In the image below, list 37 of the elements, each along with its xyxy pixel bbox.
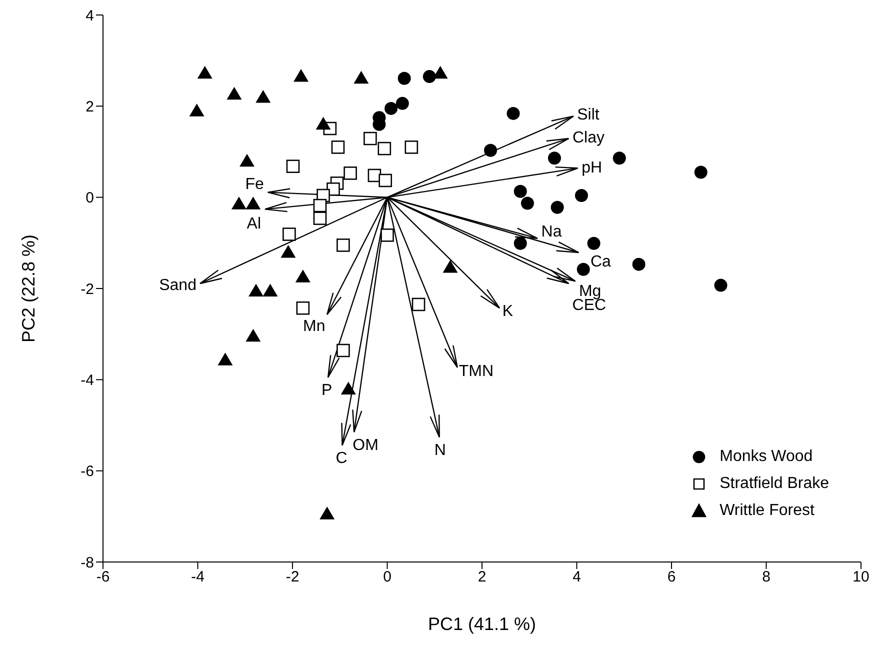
legend-label: Stratfield Brake [720,474,829,494]
x-tick-label: 10 [852,568,870,586]
y-tick-label: -4 [80,372,94,389]
x-axis-title: PC1 (41.1 %) [428,614,536,634]
series-label: Ca [590,254,612,271]
x-tick-label: 4 [572,568,581,586]
y-tick-label: 2 [86,98,94,116]
series-label: CEC [572,297,606,314]
y-tick-label: -6 [80,463,94,480]
series-label: Clay [572,129,605,146]
series-label: P [321,382,332,400]
x-tick-label: 2 [478,568,486,586]
series-label: pH [582,160,602,177]
x-tick-label: -2 [286,568,300,586]
series-label: Mg [578,282,602,300]
x-tick-label: -4 [191,568,204,586]
series-label: Sand [159,277,196,294]
series-label: N [434,442,446,460]
series-label: Na [541,223,562,240]
y-tick-label: 0 [86,190,94,207]
y-tick-label: -8 [80,554,94,572]
x-tick-label: 0 [383,568,392,586]
y-tick-label: -2 [80,280,94,298]
series-label: Mn [303,318,326,336]
y-axis-title: PC2 (22.8 %) [18,234,38,343]
series-label: OM [352,437,378,454]
series-label: Fe [245,176,264,194]
x-tick-label: 8 [762,568,770,586]
series-label: C [336,450,348,468]
y-tick-label: 4 [86,7,94,24]
legend-label: Writtle Forest [720,501,814,521]
legend-label: Monks Wood [720,447,813,467]
series-label: Silt [577,106,600,124]
x-tick-label: 6 [667,568,676,586]
series-label: TMN [458,363,494,380]
series-label: K [502,302,514,320]
series-label: Al [246,216,262,233]
